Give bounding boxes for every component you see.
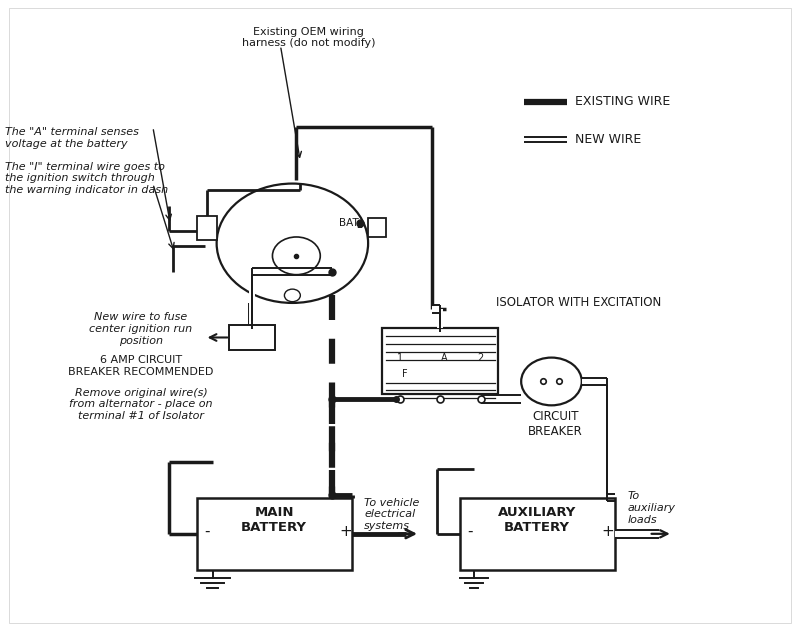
Circle shape [521,358,582,405]
Circle shape [273,237,320,274]
Text: Remove original wire(s)
from alternator - place on
terminal #1 of Isolator: Remove original wire(s) from alternator … [69,387,213,421]
Circle shape [285,289,300,302]
Circle shape [217,184,368,303]
Bar [460,498,615,570]
Text: New wire to fuse
center ignition run
position: New wire to fuse center ignition run pos… [90,312,193,346]
Text: NEW WIRE: NEW WIRE [575,133,642,146]
Bar [197,216,217,240]
Text: EXISTING WIRE: EXISTING WIRE [575,95,670,109]
Text: ISOLATOR WITH EXCITATION: ISOLATOR WITH EXCITATION [496,297,661,309]
Text: +: + [601,524,614,539]
Text: F: F [402,369,407,379]
Text: 6 AMP CIRCUIT
BREAKER RECOMMENDED: 6 AMP CIRCUIT BREAKER RECOMMENDED [68,355,214,377]
Text: -: - [467,524,473,539]
Text: +: + [339,524,352,539]
Text: MAIN
BATTERY: MAIN BATTERY [241,505,307,534]
Text: 2: 2 [478,353,484,363]
Text: The "I" terminal wire goes to
the ignition switch through
the warning indicator : The "I" terminal wire goes to the igniti… [6,162,169,195]
Text: AUXILIARY
BATTERY: AUXILIARY BATTERY [498,505,576,534]
Text: The "A" terminal senses
voltage at the battery: The "A" terminal senses voltage at the b… [6,127,139,149]
Text: 1: 1 [397,353,403,363]
Bar [382,328,498,394]
Text: -: - [204,524,210,539]
Text: A: A [441,353,447,363]
Text: To vehicle
electrical
systems: To vehicle electrical systems [364,498,419,531]
Text: To
auxiliary
loads: To auxiliary loads [627,492,675,524]
Text: Existing OEM wiring
harness (do not modify): Existing OEM wiring harness (do not modi… [242,27,375,48]
Text: CIRCUIT
BREAKER: CIRCUIT BREAKER [528,410,583,438]
Bar [229,325,275,350]
Bar [197,498,352,570]
Text: BAT: BAT [339,218,359,228]
Bar [368,218,386,237]
